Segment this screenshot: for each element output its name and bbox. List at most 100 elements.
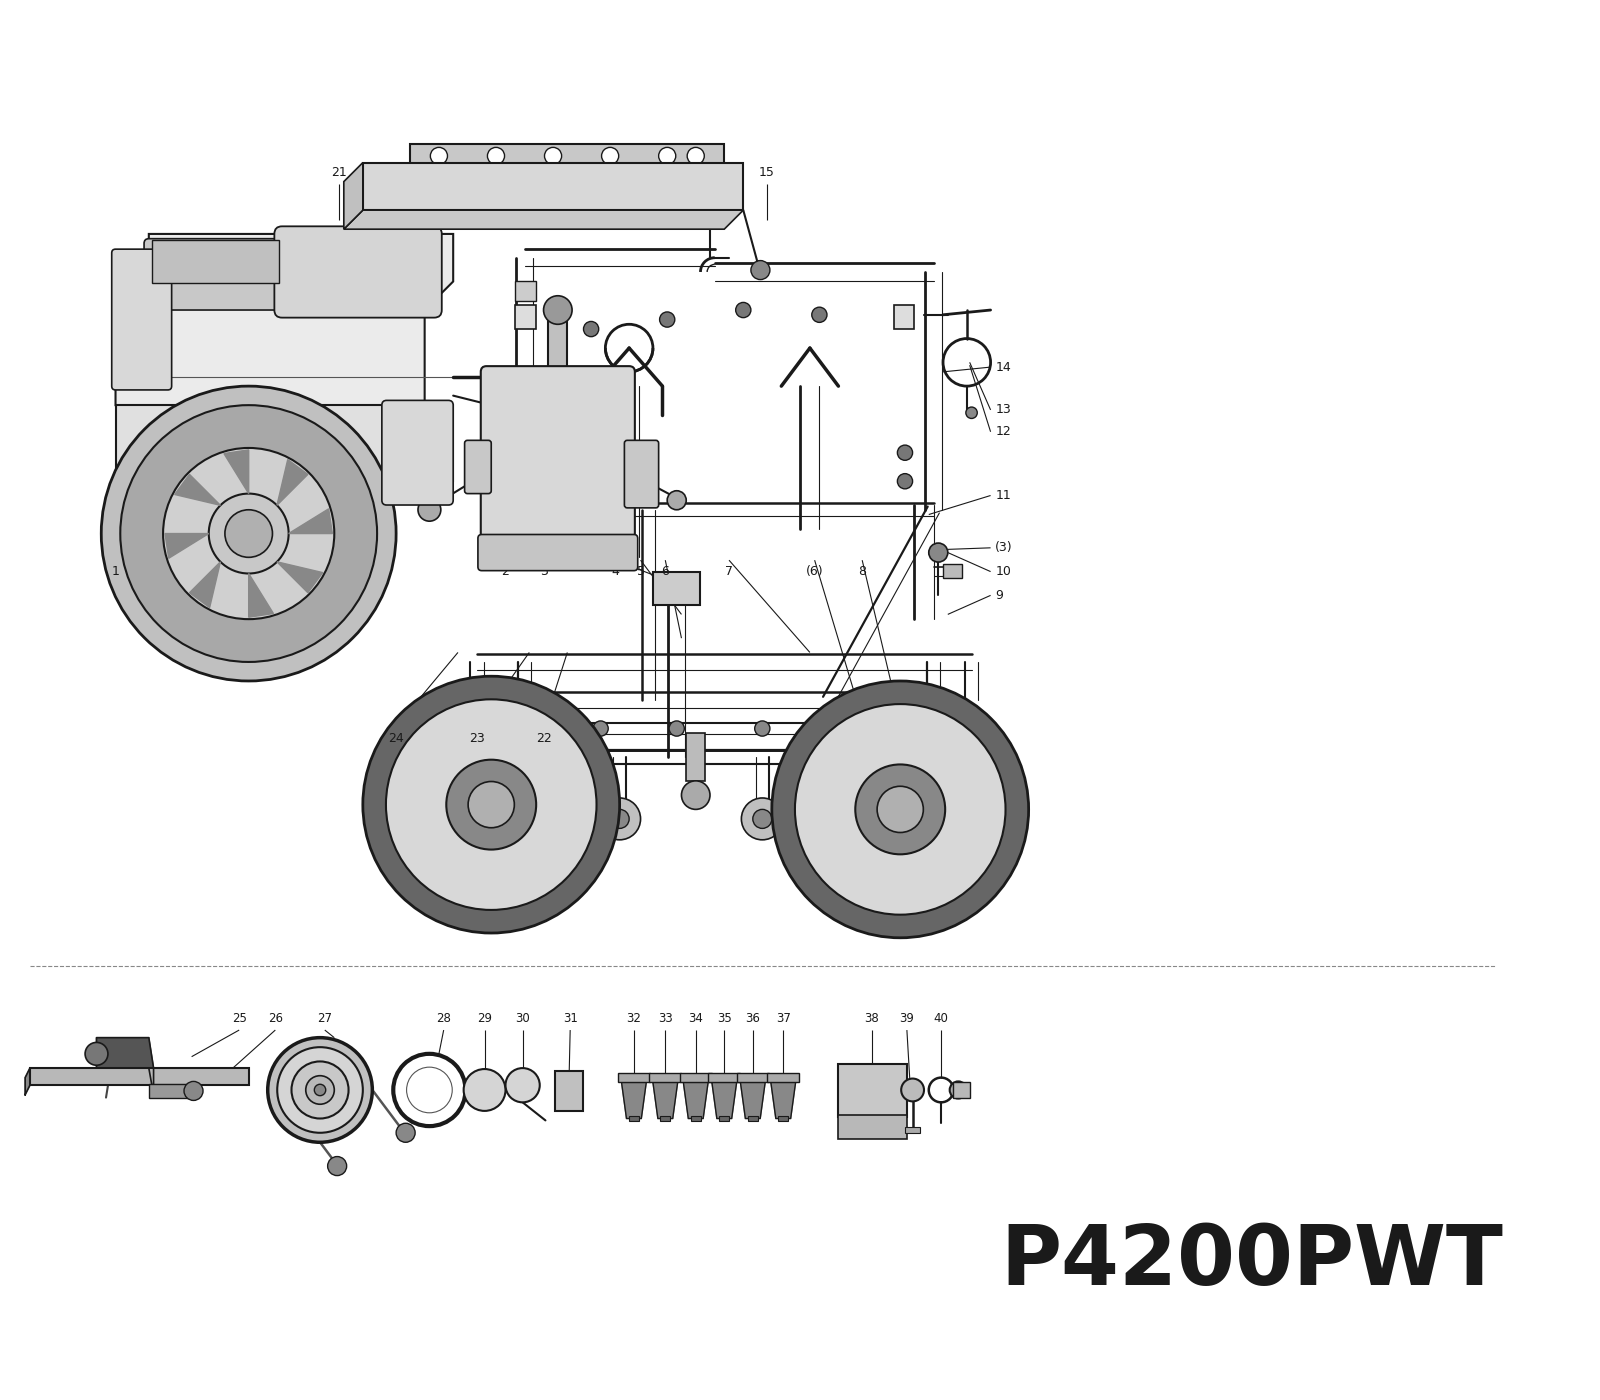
Circle shape — [819, 748, 838, 767]
Text: (14): (14) — [674, 165, 699, 179]
Polygon shape — [344, 162, 363, 230]
Text: 29: 29 — [477, 1012, 493, 1025]
Circle shape — [589, 175, 613, 197]
Bar — [410, 144, 725, 168]
Circle shape — [667, 491, 686, 510]
Text: 26: 26 — [267, 1012, 283, 1025]
Text: 33: 33 — [658, 1012, 672, 1025]
Polygon shape — [174, 475, 221, 505]
Bar — [952, 1082, 970, 1098]
Text: 34: 34 — [688, 1012, 702, 1025]
Circle shape — [357, 223, 379, 245]
FancyBboxPatch shape — [478, 535, 638, 571]
Circle shape — [184, 1081, 203, 1100]
Text: 1: 1 — [112, 566, 120, 578]
Text: 16: 16 — [597, 165, 613, 179]
Text: 40: 40 — [934, 1012, 949, 1025]
Circle shape — [517, 721, 533, 736]
Circle shape — [736, 302, 750, 318]
FancyBboxPatch shape — [274, 227, 442, 318]
Circle shape — [795, 704, 1005, 914]
Polygon shape — [771, 1082, 795, 1119]
Bar — [629, 1116, 638, 1121]
Polygon shape — [115, 405, 453, 482]
Circle shape — [750, 260, 770, 280]
Circle shape — [544, 295, 573, 325]
Circle shape — [306, 1075, 334, 1105]
Circle shape — [418, 175, 442, 197]
Bar — [653, 571, 701, 605]
FancyBboxPatch shape — [624, 441, 659, 508]
Bar — [30, 1068, 248, 1085]
Text: 14: 14 — [995, 361, 1011, 374]
Circle shape — [363, 676, 619, 932]
Text: 27: 27 — [317, 1012, 333, 1025]
Text: 3: 3 — [539, 566, 547, 578]
Bar — [515, 281, 536, 301]
Text: 10: 10 — [995, 566, 1011, 578]
Bar — [680, 1072, 712, 1082]
Circle shape — [755, 721, 770, 736]
Circle shape — [850, 721, 866, 736]
Circle shape — [754, 809, 771, 829]
Text: 39: 39 — [899, 1012, 914, 1025]
Text: 15: 15 — [758, 165, 774, 179]
Text: 20: 20 — [398, 165, 413, 179]
Bar — [555, 1071, 584, 1110]
Bar — [790, 752, 867, 762]
Polygon shape — [189, 561, 221, 608]
FancyBboxPatch shape — [144, 238, 419, 309]
Text: (3): (3) — [995, 542, 1013, 554]
Bar — [906, 1127, 920, 1133]
FancyBboxPatch shape — [480, 367, 635, 549]
Circle shape — [928, 543, 947, 561]
Circle shape — [584, 322, 598, 336]
Text: (6): (6) — [806, 566, 824, 578]
Bar — [149, 1084, 192, 1098]
Circle shape — [336, 260, 355, 280]
Circle shape — [898, 445, 912, 461]
Circle shape — [101, 386, 397, 680]
Circle shape — [877, 787, 923, 833]
Bar — [838, 1114, 907, 1140]
Text: 2: 2 — [501, 566, 509, 578]
Text: P4200PWT: P4200PWT — [1000, 1221, 1502, 1302]
Circle shape — [397, 1123, 414, 1142]
Polygon shape — [165, 533, 208, 559]
Text: 5: 5 — [637, 566, 645, 578]
Text: 24: 24 — [389, 732, 403, 745]
Bar — [747, 1116, 758, 1121]
Circle shape — [606, 511, 624, 528]
Text: 23: 23 — [469, 732, 485, 745]
Text: 11: 11 — [995, 489, 1011, 503]
Polygon shape — [288, 508, 333, 533]
Circle shape — [659, 312, 675, 328]
Polygon shape — [653, 1082, 678, 1119]
Bar — [618, 1072, 650, 1082]
Circle shape — [446, 760, 536, 850]
Bar — [650, 1072, 682, 1082]
Text: 25: 25 — [232, 1012, 246, 1025]
Circle shape — [602, 147, 619, 165]
Circle shape — [565, 455, 579, 470]
Bar — [720, 1116, 730, 1121]
Circle shape — [506, 1068, 539, 1102]
Bar — [709, 1072, 741, 1082]
Circle shape — [646, 175, 669, 197]
Circle shape — [85, 1043, 107, 1065]
Polygon shape — [277, 459, 307, 505]
Bar — [778, 1116, 789, 1121]
Bar — [691, 1116, 701, 1121]
Circle shape — [525, 424, 590, 491]
FancyBboxPatch shape — [382, 400, 453, 505]
Polygon shape — [96, 1037, 154, 1095]
Circle shape — [430, 147, 448, 165]
Polygon shape — [26, 1068, 30, 1095]
Circle shape — [493, 386, 509, 405]
Bar — [838, 1064, 907, 1117]
FancyBboxPatch shape — [152, 239, 278, 283]
Circle shape — [475, 175, 498, 197]
Text: 17: 17 — [522, 165, 538, 179]
Text: 13: 13 — [995, 403, 1011, 416]
Bar — [686, 734, 706, 781]
